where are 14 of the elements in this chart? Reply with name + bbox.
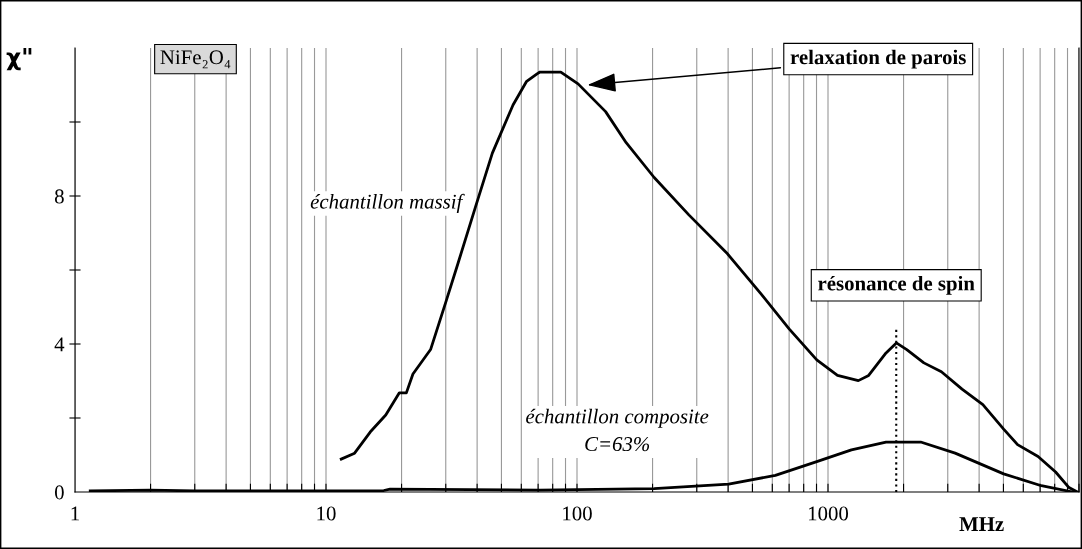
y-tick-label: 8 bbox=[54, 189, 64, 204]
annotation: NiFe₂O₄ bbox=[160, 50, 231, 69]
x-tick-label: 10 bbox=[317, 506, 336, 521]
x-tick-label: 1000 bbox=[809, 506, 849, 521]
y-tick-label: 4 bbox=[54, 337, 65, 352]
series-label: échantillon composite C=63% bbox=[526, 408, 709, 452]
series-label: échantillon massif bbox=[310, 193, 465, 213]
y-tick-label: 0 bbox=[54, 485, 64, 500]
y-axis-title: χ" bbox=[6, 48, 32, 71]
x-tick-label: 100 bbox=[563, 506, 592, 521]
x-tick-label: 1 bbox=[71, 506, 79, 521]
annotation: relaxation de parois bbox=[790, 49, 966, 69]
annotation: résonance de spin bbox=[818, 275, 975, 295]
x-axis-title: MHz bbox=[959, 517, 1004, 531]
